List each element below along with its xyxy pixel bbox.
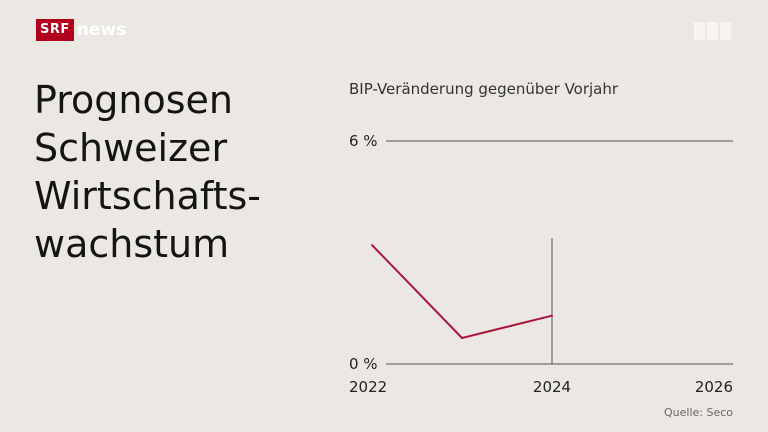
data-point	[461, 336, 463, 339]
title-line-2: Schweizer	[34, 126, 228, 170]
srf-news-logo: SRF news	[36, 19, 126, 41]
series-line	[371, 244, 553, 340]
x-tick-label: 2024	[533, 378, 571, 396]
chart-title: BIP-Veränderung gegenüber Vorjahr	[349, 80, 619, 98]
logo-box: SRF	[36, 19, 74, 41]
y-tick-label: 6 %	[349, 132, 378, 150]
title-line-1: Prognosen	[34, 78, 233, 122]
broadcast-corner-icon	[694, 22, 732, 40]
data-point	[371, 244, 373, 247]
x-tick-label: 2022	[349, 378, 387, 396]
source-label: Quelle: Seco	[664, 406, 733, 419]
x-tick-label: 2026	[695, 378, 733, 396]
title-line-3: Wirtschafts-	[34, 174, 261, 218]
data-point	[551, 314, 553, 317]
logo-text: news	[76, 20, 127, 40]
page-title: Prognosen Schweizer Wirtschafts- wachstu…	[34, 76, 324, 268]
y-tick-label: 0 %	[349, 355, 378, 373]
title-line-4: wachstum	[34, 222, 230, 266]
